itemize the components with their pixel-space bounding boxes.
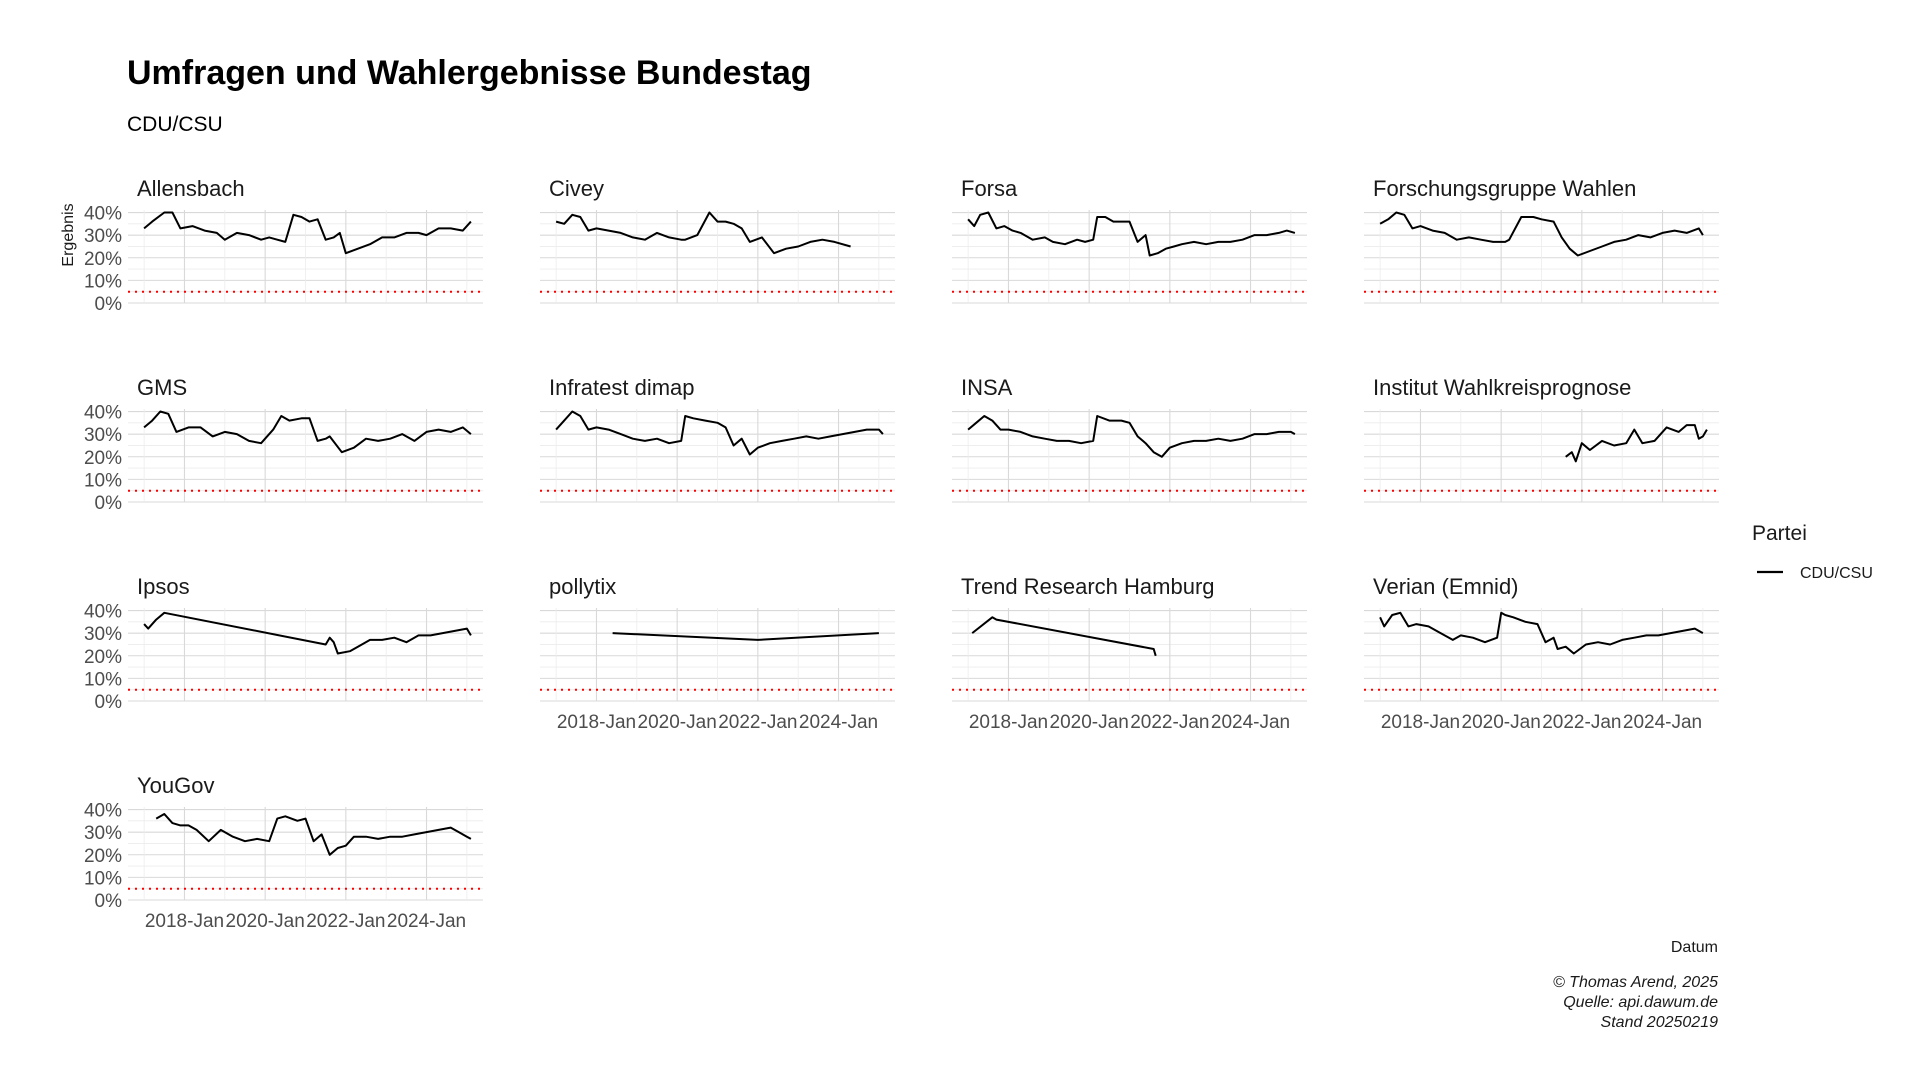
- y-tick-label: 30%: [84, 823, 122, 844]
- y-tick-label: 40%: [84, 403, 122, 424]
- panel-title: pollytix: [549, 574, 616, 599]
- panel-infratest-dimap: Infratest dimap: [540, 375, 895, 503]
- x-tick-label: 2024-Jan: [1623, 712, 1702, 733]
- y-tick-label: 20%: [84, 846, 122, 867]
- y-tick-label: 10%: [84, 470, 122, 491]
- legend-title: Partei: [1752, 522, 1807, 545]
- panel-title: INSA: [961, 375, 1013, 400]
- x-tick-label: 2022-Jan: [718, 712, 797, 733]
- x-tick-label: 2020-Jan: [1462, 712, 1541, 733]
- panel-title: Infratest dimap: [549, 375, 695, 400]
- y-tick-label: 30%: [84, 425, 122, 446]
- caption-copyright: © Thomas Arend, 2025: [1553, 974, 1718, 991]
- y-tick-label: 0%: [95, 692, 123, 713]
- panel-grid-lines: [540, 210, 895, 304]
- panel-title: YouGov: [137, 773, 214, 798]
- y-tick-label: 0%: [95, 891, 123, 912]
- chart-subtitle: CDU/CSU: [127, 113, 223, 136]
- panel-forsa: Forsa: [952, 176, 1307, 304]
- x-tick-label: 2018-Jan: [145, 911, 224, 932]
- series-line-cdu-csu: [967, 211, 1296, 257]
- x-tick-label: 2020-Jan: [1050, 712, 1129, 733]
- y-axis-title: Ergebnis: [60, 203, 77, 266]
- panel-grid-lines: [952, 409, 1307, 503]
- x-tick-label: 2024-Jan: [387, 911, 466, 932]
- caption-source: Quelle: api.dawum.de: [1563, 994, 1718, 1011]
- panel-title: Ipsos: [137, 574, 190, 599]
- y-tick-label: 10%: [84, 868, 122, 889]
- panel-grid-lines: [1364, 210, 1719, 304]
- panel-gms: GMS 0%10%20%30%40%: [84, 375, 483, 514]
- panel-grid-lines: [540, 409, 895, 503]
- y-tick-label: 10%: [84, 669, 122, 690]
- panel-verian-emnid: Verian (Emnid) 2018-Jan 2020-Jan 2022-Jan 20…: [1364, 574, 1719, 733]
- panel-ipsos: Ipsos 0%10%20%30%40%: [84, 574, 483, 713]
- x-tick-label: 2018-Jan: [1381, 712, 1460, 733]
- panel-grid-lines: [128, 409, 483, 503]
- series-line-cdu-csu: [1379, 611, 1704, 655]
- series-line-cdu-csu: [143, 410, 472, 454]
- series-line-cdu-csu: [555, 410, 884, 456]
- chart-title: Umfragen und Wahlergebnisse Bundestag: [127, 54, 812, 92]
- series-line-cdu-csu: [971, 616, 1157, 657]
- series-line-cdu-csu: [967, 415, 1296, 458]
- panel-allensbach: Allensbach 0%10%20%30%40%: [84, 176, 483, 315]
- panel-title: Civey: [549, 176, 604, 201]
- x-tick-label: 2020-Jan: [226, 911, 305, 932]
- y-tick-label: 0%: [95, 493, 123, 514]
- panel-title: Verian (Emnid): [1373, 574, 1519, 599]
- x-tick-label: 2022-Jan: [1542, 712, 1621, 733]
- y-tick-label: 20%: [84, 448, 122, 469]
- x-tick-label: 2018-Jan: [557, 712, 636, 733]
- y-tick-label: 40%: [84, 602, 122, 623]
- panel-title: Forsa: [961, 176, 1018, 201]
- y-tick-label: 20%: [84, 249, 122, 270]
- y-tick-label: 30%: [84, 226, 122, 247]
- x-tick-label: 2018-Jan: [969, 712, 1048, 733]
- panel-grid-lines: [952, 210, 1307, 304]
- series-line-cdu-csu: [155, 813, 472, 856]
- y-tick-label: 10%: [84, 271, 122, 292]
- series-line-cdu-csu: [143, 211, 472, 255]
- panel-yougov: YouGov 0%10%20%30%40% 2018-Jan 2020-Jan 2022…: [84, 773, 483, 932]
- panel-institut-wahlkreisprognose: Institut Wahlkreisprognose: [1364, 375, 1719, 503]
- legend-label: CDU/CSU: [1800, 565, 1873, 582]
- x-axis-title: Datum: [1671, 939, 1718, 956]
- y-tick-label: 40%: [84, 204, 122, 225]
- series-line-cdu-csu: [1379, 211, 1704, 257]
- series-line-cdu-csu: [555, 211, 851, 255]
- panel-insa: INSA: [952, 375, 1307, 503]
- panel-title: Trend Research Hamburg: [961, 574, 1215, 599]
- y-tick-label: 20%: [84, 647, 122, 668]
- y-tick-label: 0%: [95, 294, 123, 315]
- panel-title: GMS: [137, 375, 187, 400]
- panel-title: Institut Wahlkreisprognose: [1373, 375, 1631, 400]
- x-tick-label: 2022-Jan: [306, 911, 385, 932]
- panel-title: Forschungsgruppe Wahlen: [1373, 176, 1636, 201]
- panel-forschungsgruppe-wahlen: Forschungsgruppe Wahlen: [1364, 176, 1719, 304]
- series-line-cdu-csu: [1565, 424, 1708, 463]
- y-tick-label: 30%: [84, 624, 122, 645]
- x-tick-label: 2020-Jan: [638, 712, 717, 733]
- caption-date: Stand 20250219: [1601, 1014, 1719, 1031]
- panel-grid-lines: [128, 210, 483, 304]
- panel-grid-lines: [540, 608, 895, 702]
- panel-grid-lines: [1364, 409, 1719, 503]
- panel-grid-lines: [952, 608, 1307, 702]
- panel-pollytix: pollytix 2018-Jan 2020-Jan 2022-Jan 2024-Jan: [540, 574, 895, 733]
- x-tick-label: 2024-Jan: [799, 712, 878, 733]
- x-tick-label: 2024-Jan: [1211, 712, 1290, 733]
- series-line-cdu-csu: [143, 611, 472, 655]
- series-line-cdu-csu: [612, 632, 879, 641]
- panel-grid-lines: [128, 608, 483, 702]
- x-tick-label: 2022-Jan: [1130, 712, 1209, 733]
- panel-grid-lines: [1364, 608, 1719, 702]
- panel-civey: Civey: [540, 176, 895, 304]
- y-tick-label: 40%: [84, 801, 122, 822]
- panel-title: Allensbach: [137, 176, 245, 201]
